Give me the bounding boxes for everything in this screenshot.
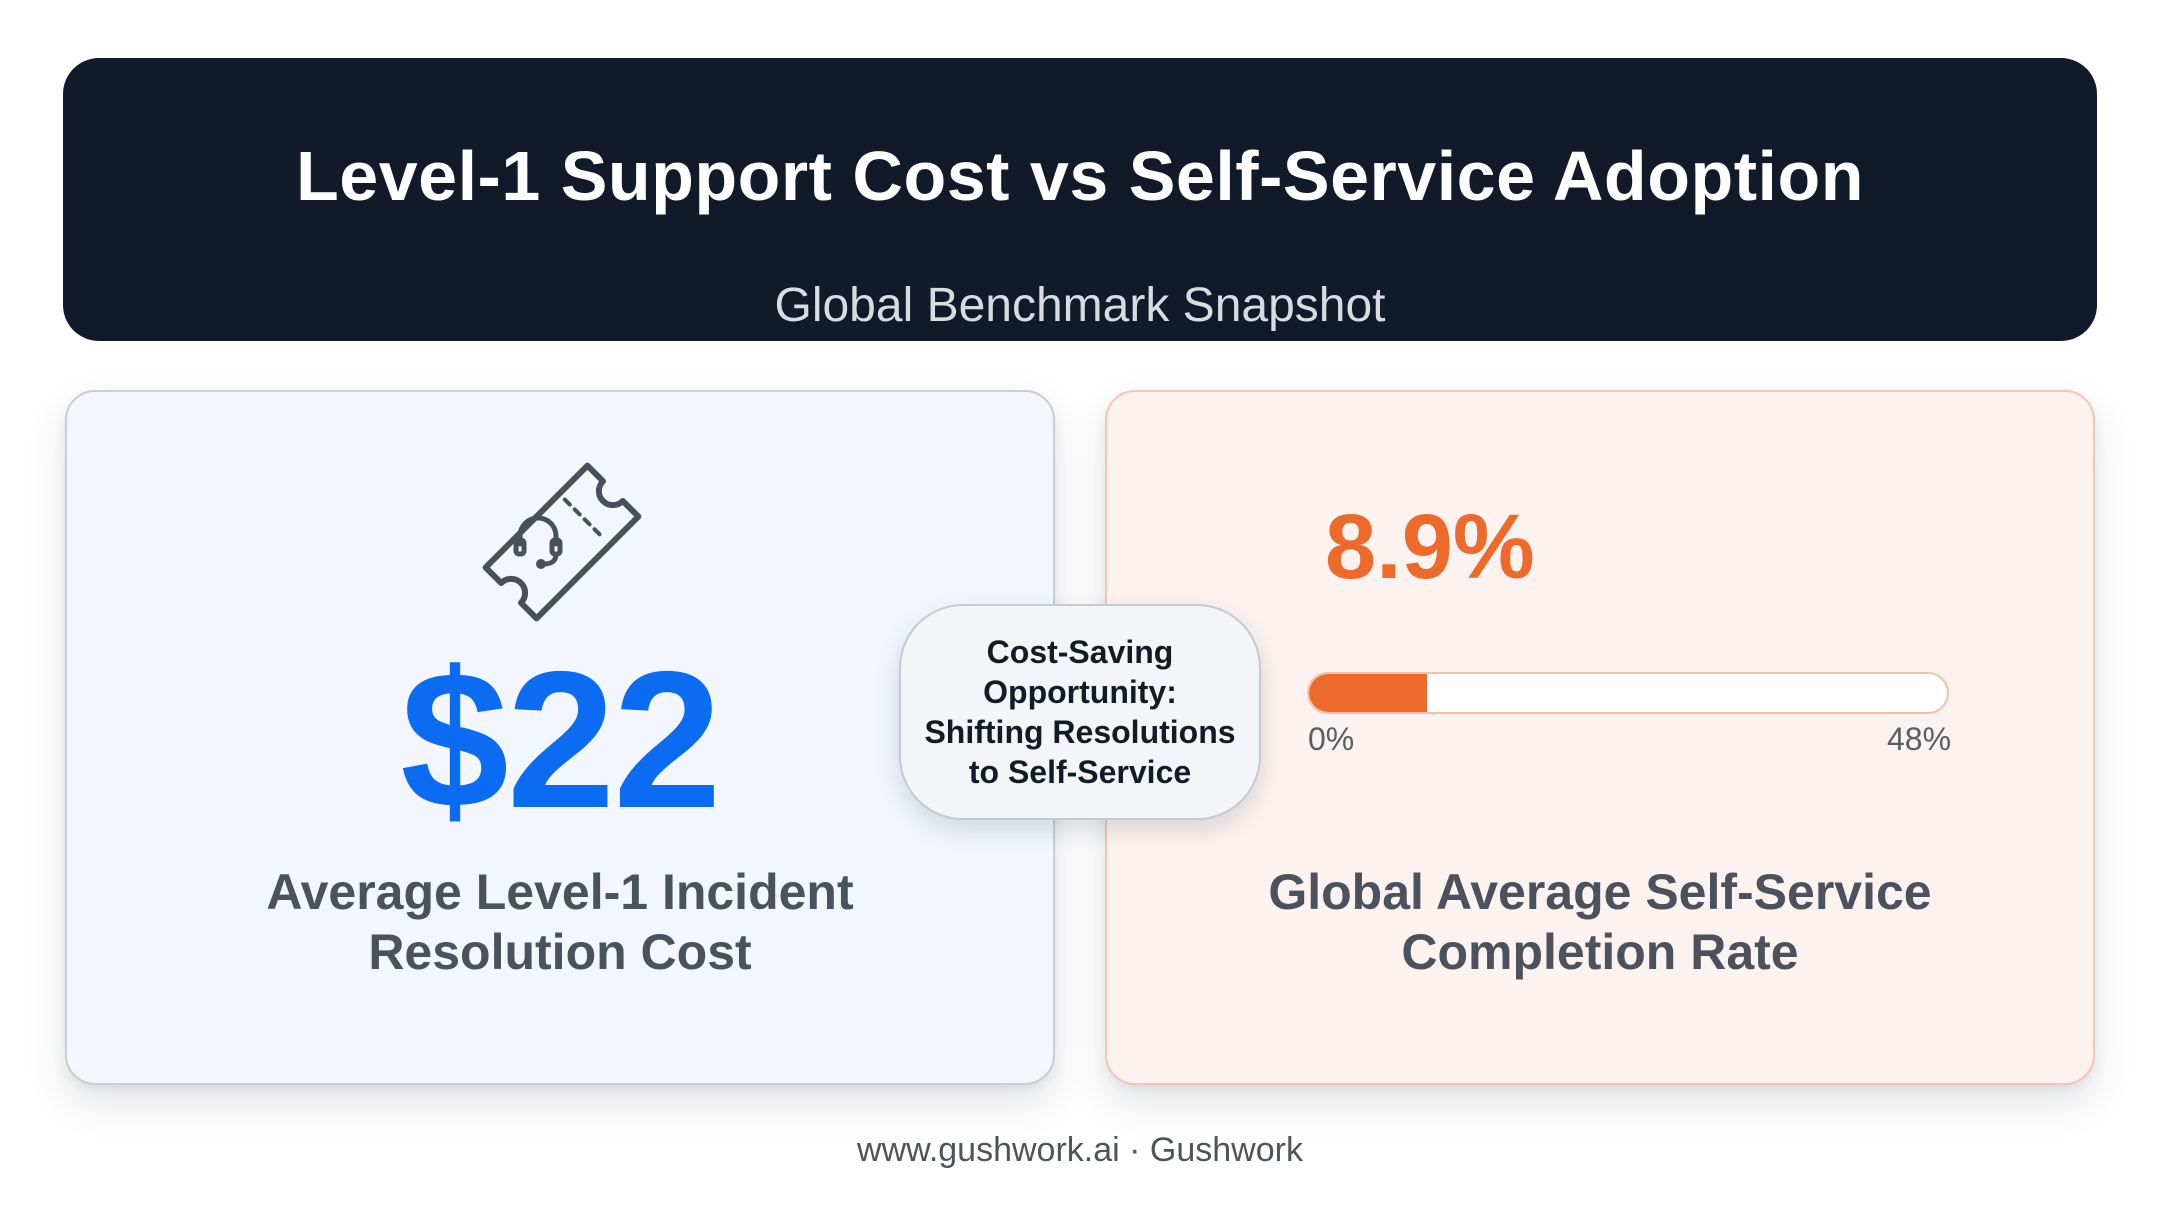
resolution-cost-value: $22 <box>400 631 721 849</box>
resolution-cost-label: Average Level-1 Incident Resolution Cost <box>67 862 1053 982</box>
adoption-card: 8.9% 0% 48% Global Average Self-Service … <box>1105 390 2095 1085</box>
completion-rate-progress-bar <box>1307 672 1949 714</box>
footer-attribution: www.gushwork.ai · Gushwork <box>857 1131 1303 1169</box>
header-banner: Level-1 Support Cost vs Self-Service Ado… <box>63 58 2097 341</box>
cost-saving-badge: Cost-Saving Opportunity: Shifting Resolu… <box>899 604 1261 820</box>
badge-line-4: to Self-Service <box>968 754 1192 790</box>
completion-rate-label: Global Average Self-Service Completion R… <box>1107 862 2093 982</box>
support-ticket-headset-icon <box>462 442 662 642</box>
completion-rate-progress-fill <box>1309 674 1428 712</box>
completion-rate-label-line1: Global Average Self-Service <box>1268 864 1932 920</box>
completion-rate-label-line2: Completion Rate <box>1401 924 1799 980</box>
progress-min-label: 0% <box>1308 721 1355 757</box>
badge-line-2: Opportunity: <box>983 674 1177 710</box>
cost-saving-badge-text: Cost-Saving Opportunity: Shifting Resolu… <box>924 632 1235 792</box>
cost-card: $22 Average Level-1 Incident Resolution … <box>65 390 1055 1085</box>
page-title: Level-1 Support Cost vs Self-Service Ado… <box>296 137 1864 215</box>
progress-max-label: 48% <box>1887 721 1952 757</box>
badge-line-1: Cost-Saving <box>986 634 1174 670</box>
badge-line-3: Shifting Resolutions <box>924 714 1236 750</box>
page-subtitle: Global Benchmark Snapshot <box>774 279 1386 332</box>
resolution-cost-label-line2: Resolution Cost <box>368 924 752 980</box>
completion-rate-value: 8.9% <box>1325 496 1535 598</box>
resolution-cost-label-line1: Average Level-1 Incident <box>266 864 854 920</box>
